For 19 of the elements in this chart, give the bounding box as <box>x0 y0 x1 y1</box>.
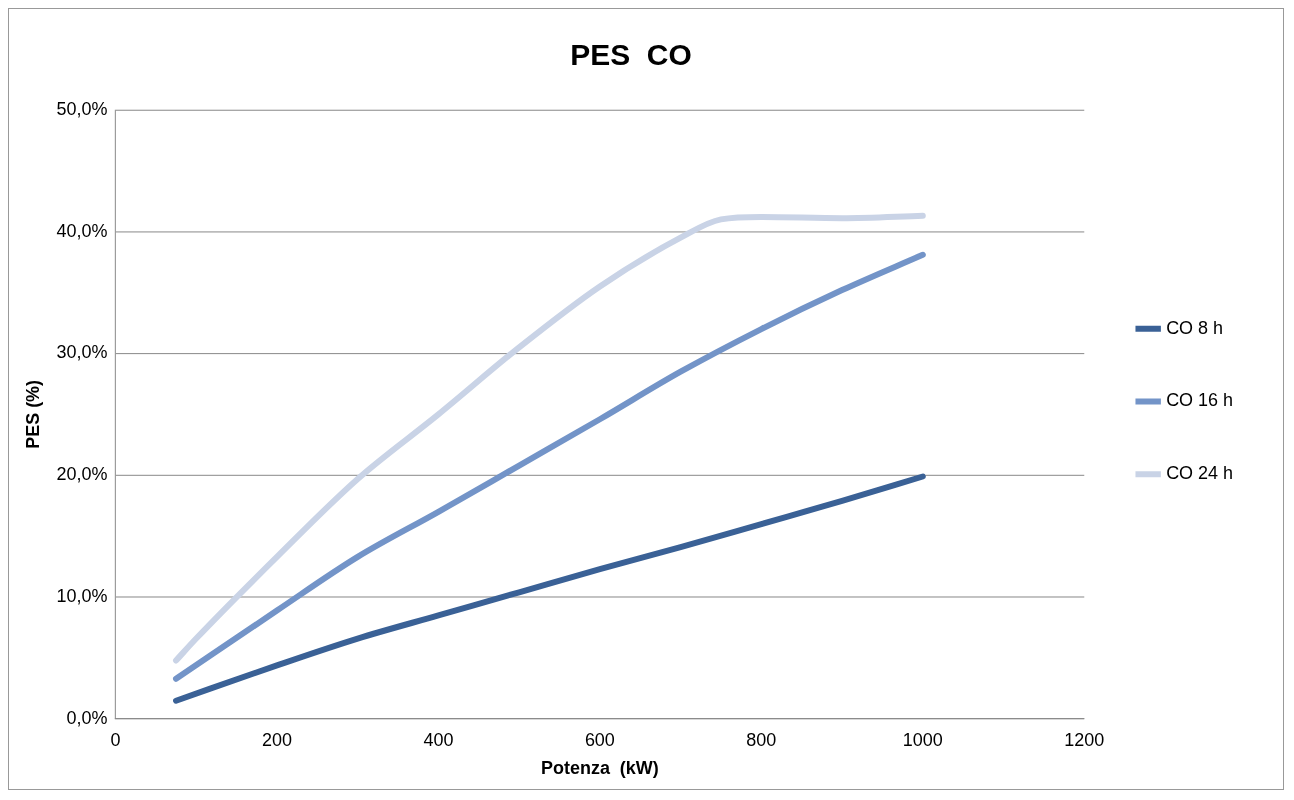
x-tick-label: 1200 <box>1064 729 1105 750</box>
legend-label: CO 16 h <box>1166 390 1234 411</box>
y-tick-label: 40,0% <box>56 220 108 241</box>
x-tick-label: 1000 <box>902 729 943 750</box>
y-tick-label: 50,0% <box>56 98 108 119</box>
legend-label: CO 24 h <box>1166 463 1234 484</box>
y-axis-title: PES (%) <box>22 379 43 449</box>
y-tick-label: 30,0% <box>56 342 108 363</box>
x-axis-title: Potenza (kW) <box>540 758 659 779</box>
y-tick-label: 20,0% <box>56 464 108 485</box>
x-tick-label: 0 <box>110 729 121 750</box>
x-tick-label: 200 <box>261 729 292 750</box>
legend-label: CO 8 h <box>1166 317 1224 338</box>
y-tick-label: 10,0% <box>56 586 108 607</box>
x-tick-label: 400 <box>423 729 454 750</box>
y-tick-label: 0,0% <box>66 707 108 728</box>
chart-title: PES CO <box>570 38 692 72</box>
x-tick-label: 600 <box>584 729 615 750</box>
x-tick-label: 800 <box>746 729 777 750</box>
